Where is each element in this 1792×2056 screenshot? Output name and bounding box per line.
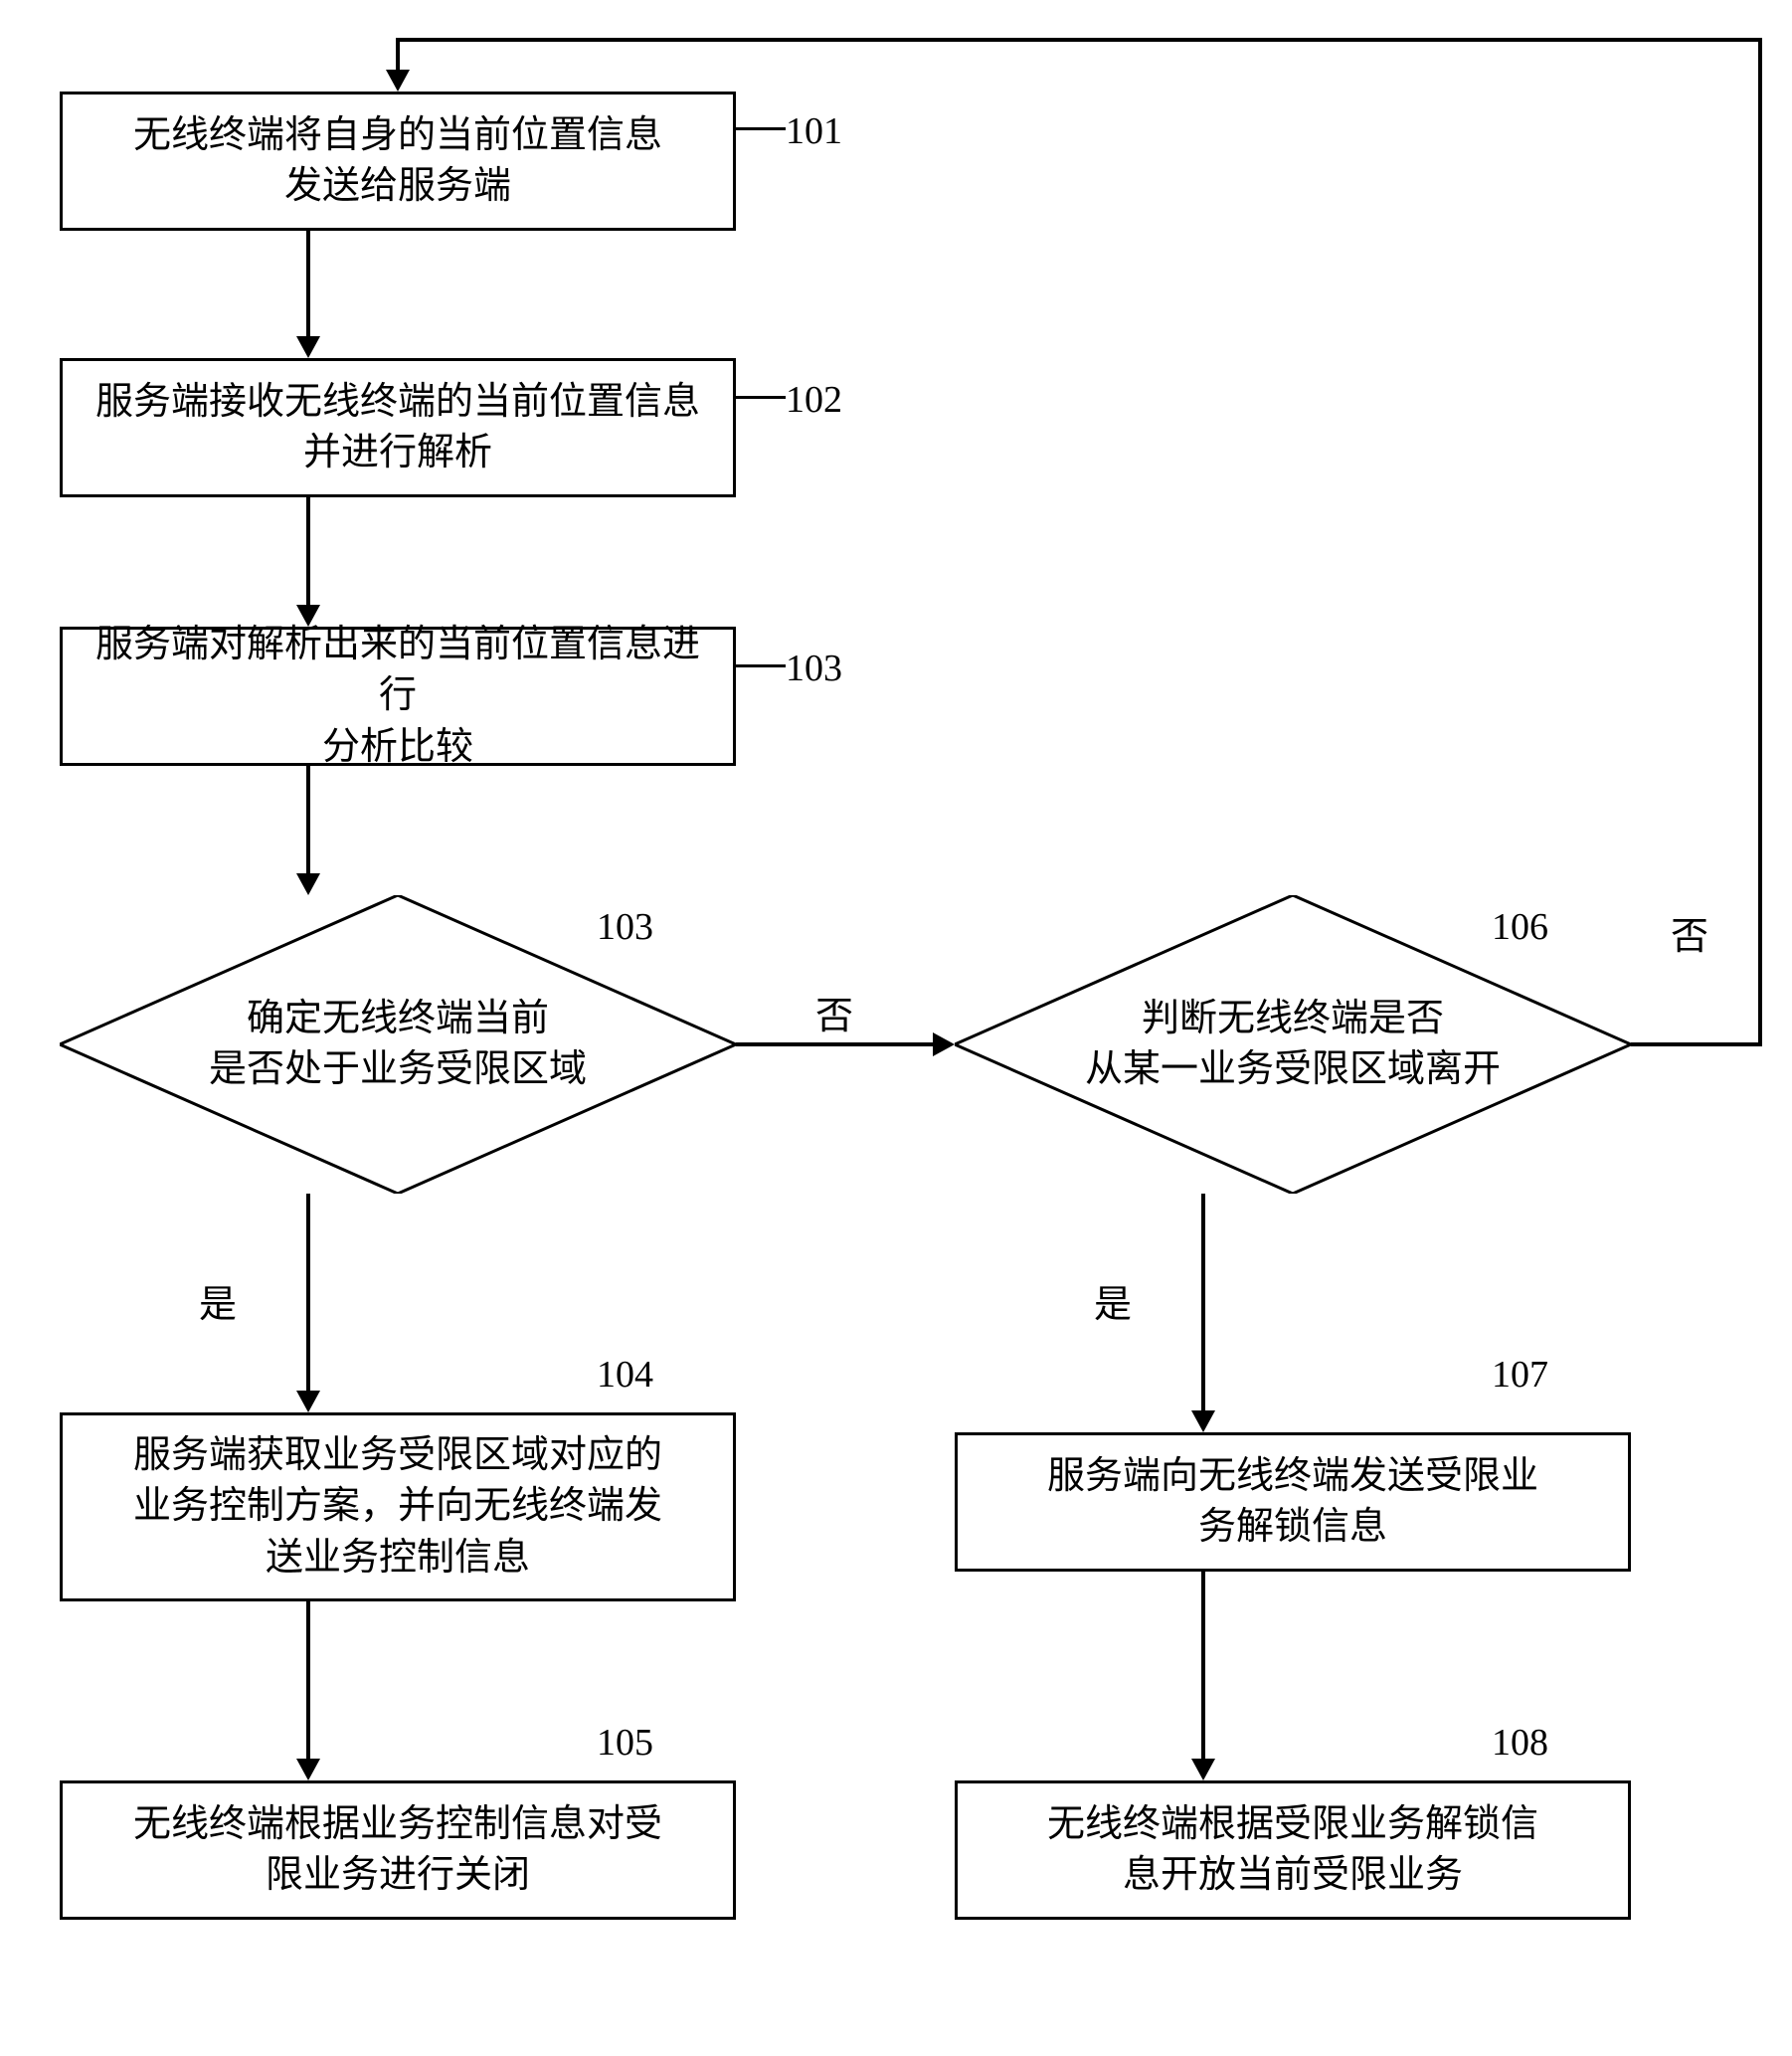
label-104: 104 xyxy=(597,1353,653,1397)
edge-e4 xyxy=(306,1194,310,1393)
edge-label-no-2: 否 xyxy=(1671,905,1708,960)
node-101-text: 无线终端将自身的当前位置信息发送给服务端 xyxy=(133,110,662,213)
node-105-text: 无线终端根据业务控制信息对受限业务进行关闭 xyxy=(133,1799,662,1902)
edge-e5-head xyxy=(296,1759,320,1780)
edge-e2 xyxy=(306,497,310,607)
label-107: 107 xyxy=(1492,1353,1548,1397)
node-108: 无线终端根据受限业务解锁信息开放当前受限业务 xyxy=(955,1780,1631,1920)
node-105: 无线终端根据业务控制信息对受限业务进行关闭 xyxy=(60,1780,736,1920)
edge-e9-seg1 xyxy=(1631,1042,1762,1046)
edge-e8 xyxy=(1201,1572,1205,1761)
label-105: 105 xyxy=(597,1721,653,1765)
node-101: 无线终端将自身的当前位置信息发送给服务端 xyxy=(60,92,736,231)
node-103: 服务端对解析出来的当前位置信息进行分析比较 xyxy=(60,627,736,766)
leader-102 xyxy=(736,396,786,399)
edge-label-no-1: 否 xyxy=(815,985,853,1039)
edge-e7-head xyxy=(1191,1410,1215,1432)
edge-label-yes-2: 是 xyxy=(1094,1273,1132,1328)
edge-e6 xyxy=(736,1042,935,1046)
edge-e6-head xyxy=(933,1032,955,1056)
label-108: 108 xyxy=(1492,1721,1548,1765)
edge-e4-head xyxy=(296,1391,320,1412)
label-103b: 103 xyxy=(597,905,653,949)
edge-e2-head xyxy=(296,605,320,627)
node-103-text: 服务端对解析出来的当前位置信息进行分析比较 xyxy=(83,620,713,773)
edge-e8-head xyxy=(1191,1759,1215,1780)
label-106: 106 xyxy=(1492,905,1548,949)
decision-106-text: 判断无线终端是否从某一业务受限区域离开 xyxy=(1085,994,1501,1096)
edge-e5 xyxy=(306,1601,310,1761)
edge-e9-seg3 xyxy=(396,38,1762,42)
leader-101 xyxy=(736,127,786,130)
edge-e3 xyxy=(306,766,310,875)
node-102: 服务端接收无线终端的当前位置信息并进行解析 xyxy=(60,358,736,497)
decision-103-text: 确定无线终端当前是否处于业务受限区域 xyxy=(209,994,587,1096)
edge-label-yes-1: 是 xyxy=(199,1273,237,1328)
edge-e7 xyxy=(1201,1194,1205,1412)
label-103a: 103 xyxy=(786,647,842,690)
edge-e1 xyxy=(306,231,310,338)
label-102: 102 xyxy=(786,378,842,422)
node-102-text: 服务端接收无线终端的当前位置信息并进行解析 xyxy=(95,377,700,479)
label-101: 101 xyxy=(786,109,842,153)
leader-103 xyxy=(736,664,786,667)
node-104: 服务端获取业务受限区域对应的业务控制方案，并向无线终端发送业务控制信息 xyxy=(60,1412,736,1601)
edge-e9-head xyxy=(386,70,410,92)
node-107-text: 服务端向无线终端发送受限业务解锁信息 xyxy=(1047,1451,1538,1554)
edge-e3-head xyxy=(296,873,320,895)
edge-e9-seg2 xyxy=(1758,40,1762,1046)
edge-e9-seg4 xyxy=(396,40,400,74)
node-107: 服务端向无线终端发送受限业务解锁信息 xyxy=(955,1432,1631,1572)
node-108-text: 无线终端根据受限业务解锁信息开放当前受限业务 xyxy=(1047,1799,1538,1902)
node-104-text: 服务端获取业务受限区域对应的业务控制方案，并向无线终端发送业务控制信息 xyxy=(133,1430,662,1584)
edge-e1-head xyxy=(296,336,320,358)
